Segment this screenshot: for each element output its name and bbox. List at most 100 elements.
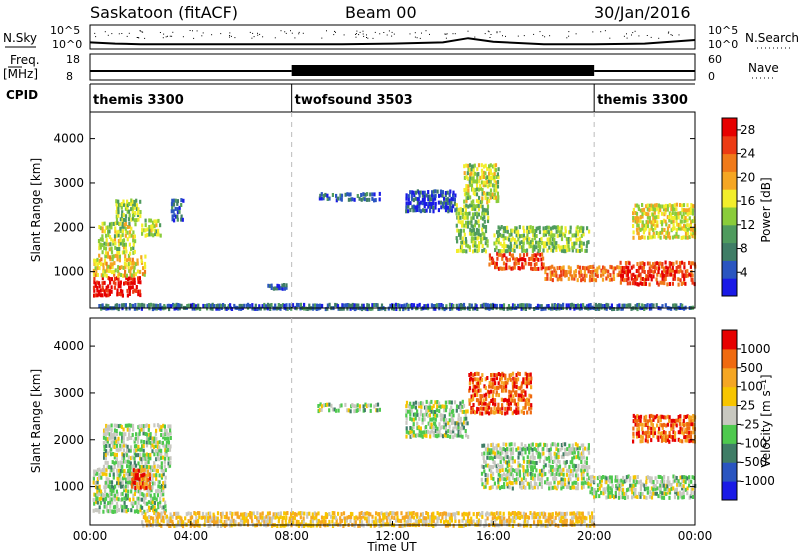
heatmap-cell — [344, 402, 347, 407]
nsearch-point — [429, 33, 430, 35]
heatmap-cell — [138, 477, 141, 482]
heatmap-cell — [119, 221, 122, 226]
heatmap-cell — [686, 422, 689, 426]
heatmap-cell — [166, 519, 169, 524]
heatmap-cell — [654, 486, 657, 491]
heatmap-cell — [587, 240, 590, 245]
heatmap-cell — [243, 303, 246, 308]
heatmap-cell — [245, 515, 248, 520]
heatmap-cell — [684, 438, 687, 443]
heatmap-cell — [449, 204, 452, 209]
heatmap-cell — [515, 240, 518, 245]
heatmap-cell — [548, 448, 551, 453]
heatmap-cell — [690, 430, 693, 435]
heatmap-cell — [148, 515, 151, 519]
heatmap-cell — [463, 188, 466, 192]
heatmap-cell — [596, 304, 599, 309]
heatmap-cell — [136, 489, 139, 494]
heatmap-cell — [532, 257, 535, 262]
heatmap-cell — [109, 508, 112, 513]
colorbar-swatch — [722, 278, 737, 297]
heatmap-cell — [560, 471, 563, 476]
heatmap-cell — [163, 428, 167, 433]
heatmap-cell — [607, 491, 610, 496]
heatmap-cell — [483, 393, 486, 398]
heatmap-cell — [446, 434, 449, 438]
heatmap-cell — [317, 522, 320, 527]
heatmap-cell — [602, 491, 605, 496]
heatmap-cell — [549, 447, 552, 452]
heatmap-cell — [661, 431, 664, 435]
heatmap-cell — [121, 229, 124, 234]
heatmap-cell — [119, 284, 122, 289]
heatmap-cell — [545, 241, 549, 246]
heatmap-cell — [500, 397, 503, 402]
heatmap-cell — [151, 485, 154, 490]
heatmap-cell — [569, 269, 572, 273]
heatmap-cell — [140, 447, 143, 452]
heatmap-cell — [675, 222, 679, 227]
heatmap-cell — [535, 240, 538, 245]
heatmap-cell — [637, 422, 640, 427]
heatmap-cell — [150, 444, 153, 449]
heatmap-cell — [517, 232, 520, 237]
heatmap-cell — [243, 519, 246, 524]
heatmap-cell — [138, 424, 141, 429]
heatmap-cell — [442, 434, 445, 439]
heatmap-cell — [387, 512, 390, 517]
heatmap-cell — [207, 523, 210, 528]
heatmap-cell — [684, 415, 687, 419]
nsearch-point — [445, 37, 447, 39]
heatmap-cell — [216, 519, 219, 524]
heatmap-cell — [662, 495, 666, 500]
heatmap-cell — [499, 241, 502, 246]
heatmap-cell — [126, 448, 129, 453]
heatmap-cell — [524, 392, 527, 397]
heatmap-cell — [133, 492, 136, 496]
heatmap-cell — [497, 381, 500, 386]
heatmap-cell — [134, 481, 137, 485]
heatmap-cell — [645, 495, 648, 500]
heatmap-cell — [550, 248, 553, 253]
heatmap-cell — [292, 520, 295, 525]
heatmap-cell — [579, 228, 582, 233]
heatmap-cell — [119, 472, 122, 477]
heatmap-cell — [564, 229, 567, 234]
heatmap-cell — [530, 465, 533, 470]
heatmap-cell — [491, 172, 494, 177]
heatmap-cell — [661, 230, 664, 235]
heatmap-cell — [283, 511, 286, 516]
heatmap-cell — [318, 196, 321, 201]
heatmap-cell — [608, 490, 612, 495]
heatmap-cell — [635, 219, 638, 224]
heatmap-cell — [566, 447, 569, 452]
heatmap-cell — [489, 168, 492, 173]
heatmap-cell — [641, 208, 644, 213]
heatmap-cell — [652, 483, 655, 488]
heatmap-cell — [504, 448, 507, 453]
heatmap-cell — [689, 494, 692, 499]
heatmap-cell — [691, 234, 694, 239]
heatmap-cell — [688, 260, 691, 265]
heatmap-cell — [463, 416, 466, 421]
heatmap-cell — [691, 273, 694, 278]
heatmap-cell — [662, 434, 665, 439]
heatmap-cell — [517, 393, 520, 398]
heatmap-cell — [646, 203, 649, 208]
heatmap-cell — [672, 207, 675, 211]
heatmap-cell — [437, 516, 440, 520]
heatmap-cell — [598, 482, 601, 487]
heatmap-cell — [513, 303, 516, 308]
heatmap-cell — [567, 276, 570, 281]
heatmap-cell — [484, 386, 487, 390]
heatmap-cell — [484, 484, 487, 489]
heatmap-cell — [625, 488, 629, 493]
heatmap-cell — [542, 265, 545, 270]
heatmap-cell — [474, 204, 477, 209]
heatmap-cell — [157, 505, 160, 510]
heatmap-cell — [643, 487, 646, 492]
heatmap-cell — [692, 439, 695, 444]
heatmap-cell — [143, 272, 146, 277]
heatmap-cell — [569, 485, 572, 490]
heatmap-cell — [468, 245, 471, 250]
